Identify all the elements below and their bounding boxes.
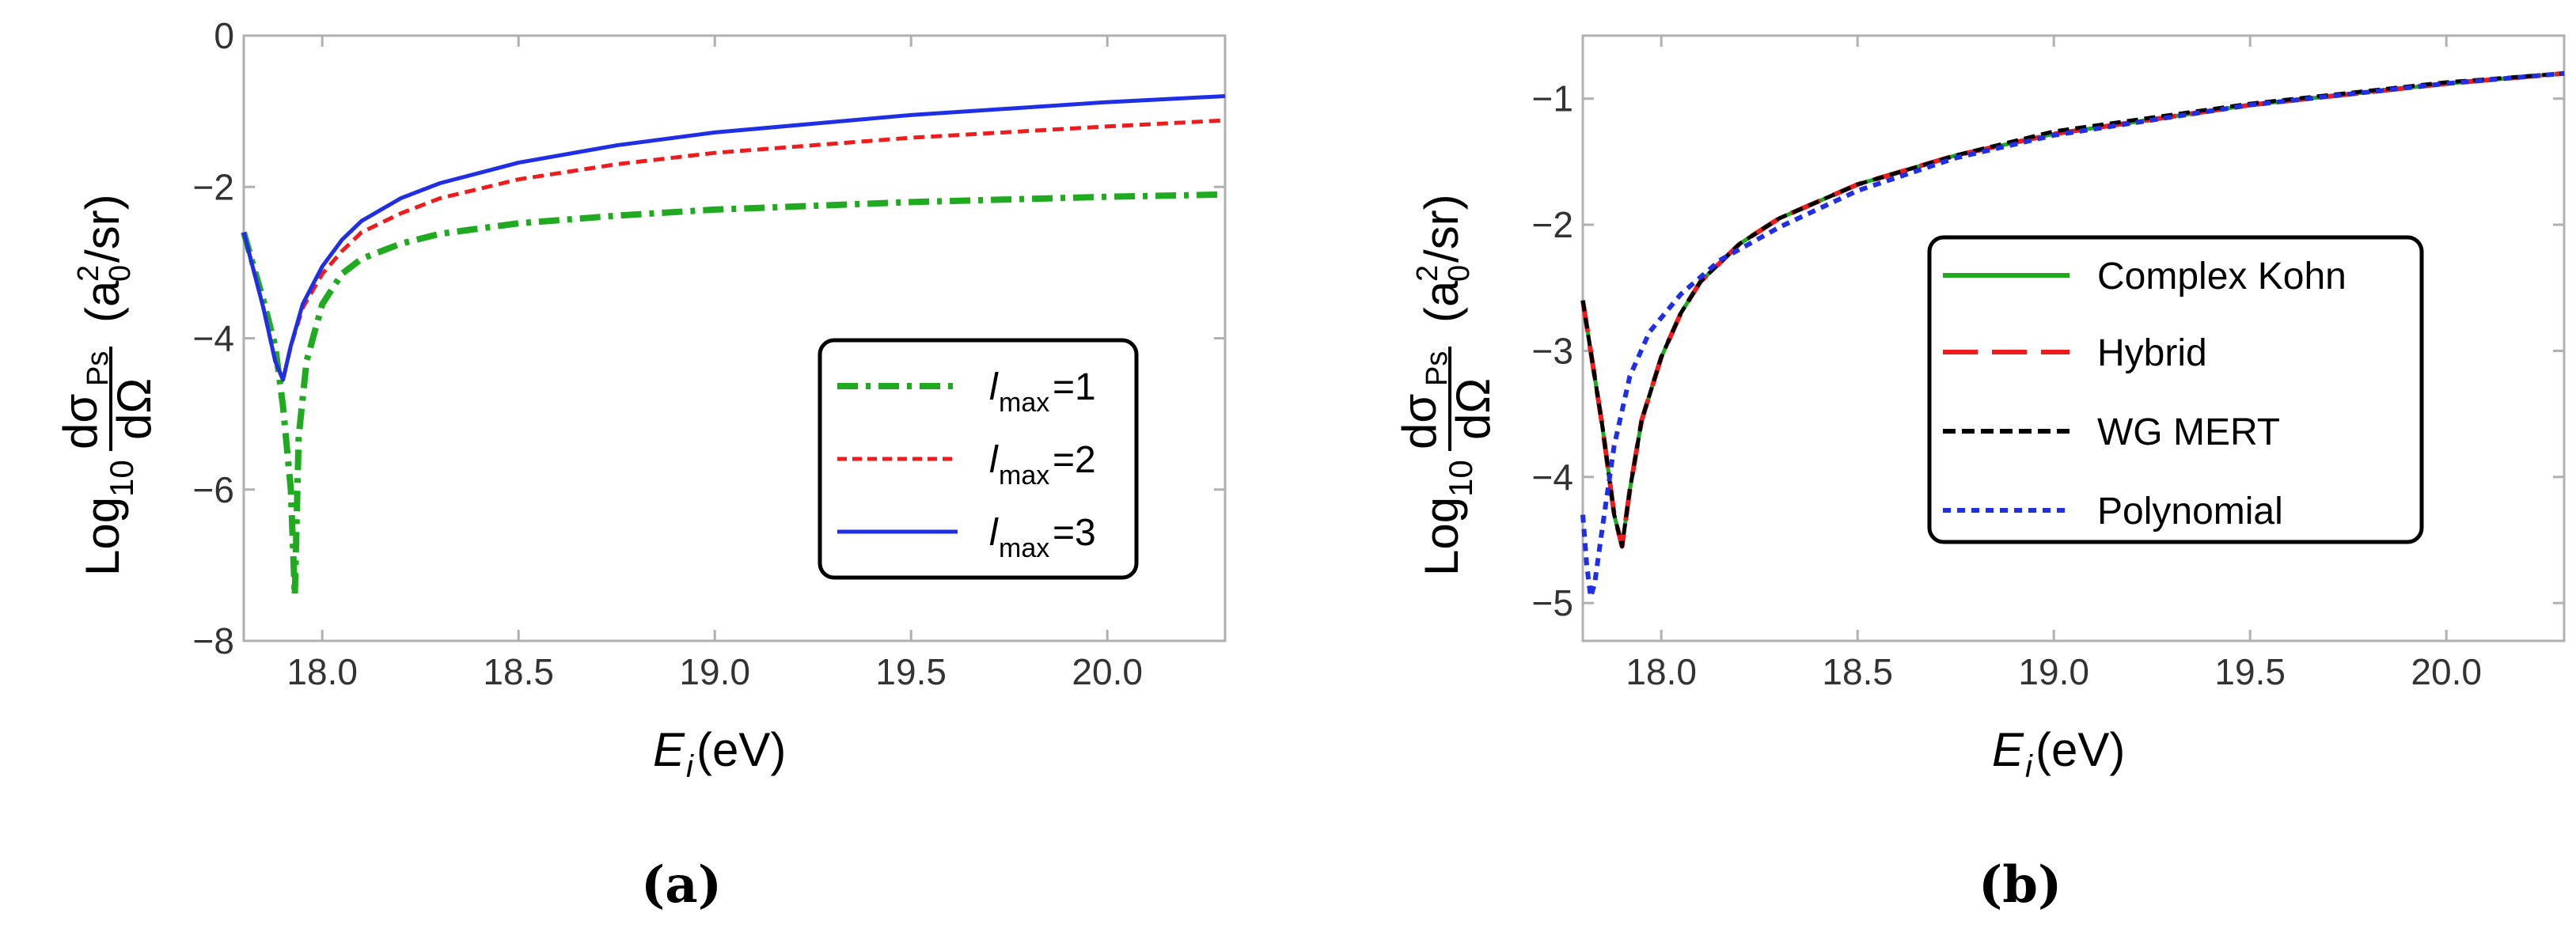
ylabel-log: Log: [76, 497, 129, 576]
ylabel-log: Log: [1415, 497, 1468, 576]
y-tick-label: −8: [193, 620, 234, 661]
xlabel-main: E: [1992, 723, 2024, 776]
ylabel-base: 10: [103, 460, 140, 497]
ylabel-unit-sup: 2: [72, 265, 105, 282]
series-line-lmax-1: [241, 191, 1226, 599]
ylabel-numerator: dσ: [1393, 394, 1446, 449]
ylabel-unit-sub: 0: [1443, 265, 1476, 282]
ylabel-unit-open: (a: [1415, 280, 1468, 323]
ylabel-unit-end: /sr): [1415, 194, 1468, 263]
legend-label-val: =2: [1053, 439, 1096, 481]
ylabel-base: 10: [1442, 460, 1479, 497]
xlabel-sub: i: [686, 749, 694, 784]
legend-label: Polynomial: [2097, 491, 2283, 532]
xlabel-sub: i: [2025, 749, 2033, 784]
panel-a-caption: (a): [641, 855, 722, 915]
panel-a: 18.0 18.5 19.0 19.5 20.0 0 −2 −4 −6 −8 Log 10 dσ …: [54, 15, 1227, 915]
legend-label-l: l: [989, 366, 999, 408]
y-tick-label: −3: [1532, 330, 1573, 371]
ylabel-unit-end: /sr): [76, 194, 129, 263]
legend-label: WG MERT: [2097, 411, 2280, 453]
panel-a-xlabel: E i (eV): [653, 723, 786, 784]
series-line-polynomial: [1580, 70, 2565, 600]
panel-a-series: [241, 94, 1226, 599]
ylabel-denominator: dΩ: [108, 378, 161, 440]
panel-a-ylabel: Log 10 dσ Ps dΩ (a 0 2 /sr): [54, 194, 161, 576]
x-tick-label: 18.5: [1822, 651, 1893, 692]
ylabel-denominator: dΩ: [1447, 378, 1500, 440]
y-tick-label: 0: [214, 15, 234, 56]
y-tick-label: −6: [193, 469, 234, 510]
panel-b-legend: Complex Kohn Hybrid WG MERT Polynomial: [1927, 235, 2424, 544]
legend-item-lmax2: l max =2: [837, 439, 1096, 491]
legend-item-wg-mert: WG MERT: [1943, 411, 2280, 453]
panel-a-legend: l max =1 l max =2 l max =3: [818, 338, 1139, 580]
legend-label-val: =1: [1053, 366, 1096, 408]
x-tick-label: 19.5: [2214, 651, 2286, 692]
panel-b-series: [1580, 70, 2565, 600]
legend-label: Complex Kohn: [2097, 256, 2346, 297]
x-tick-label: 19.0: [679, 651, 750, 692]
legend-box: [818, 338, 1139, 580]
legend-item-polynomial: Polynomial: [1943, 491, 2283, 532]
legend-label-sub: max: [999, 388, 1049, 418]
y-tick-label: −4: [193, 318, 234, 359]
ylabel-unit-open: (a: [76, 280, 129, 323]
legend-box: [1927, 235, 2424, 544]
x-tick-label: 18.0: [1626, 651, 1697, 692]
panel-b-xlabel: E i (eV): [1992, 723, 2125, 784]
ylabel-unit-sup: 2: [1411, 265, 1444, 282]
legend-label: Hybrid: [2097, 332, 2207, 374]
legend-label-l: l: [989, 512, 999, 554]
x-tick-label: 18.5: [483, 651, 554, 692]
y-tick-label: −2: [193, 166, 234, 207]
legend-label-val: =3: [1053, 512, 1096, 554]
x-tick-label: 20.0: [2411, 651, 2482, 692]
legend-label-sub: max: [999, 533, 1049, 563]
y-tick-label: −1: [1532, 78, 1573, 119]
x-tick-label: 20.0: [1072, 651, 1143, 692]
legend-item-hybrid: Hybrid: [1943, 332, 2207, 374]
y-tick-label: −5: [1532, 582, 1573, 623]
ylabel-numerator: dσ: [54, 394, 107, 449]
legend-label-l: l: [989, 439, 999, 481]
xlabel-main: E: [653, 723, 685, 776]
y-tick-label: −4: [1532, 457, 1573, 498]
x-tick-label: 18.0: [286, 651, 358, 692]
panel-b-ticks: 18.0 18.5 19.0 19.5 20.0 −1 −2 −3 −4 −5: [1532, 36, 2564, 692]
series-line-lmax-3: [241, 94, 1226, 382]
panel-b-caption: (b): [1978, 855, 2062, 915]
x-tick-label: 19.5: [875, 651, 947, 692]
legend-item-lmax1: l max =1: [837, 366, 1096, 418]
panel-a-ticks: 18.0 18.5 19.0 19.5 20.0 0 −2 −4 −6 −8: [193, 15, 1225, 692]
legend-item-lmax3: l max =3: [837, 512, 1096, 563]
panel-b: 18.0 18.5 19.0 19.5 20.0 −1 −2 −3 −4 −5 Log 10 dσ…: [1393, 34, 2566, 915]
y-tick-label: −2: [1532, 204, 1573, 245]
legend-label-sub: max: [999, 460, 1049, 491]
series-line-wg-mert: [1580, 71, 2565, 548]
xlabel-unit: (eV): [2035, 723, 2125, 776]
x-tick-label: 19.0: [2018, 651, 2089, 692]
ylabel-unit-sub: 0: [104, 265, 137, 282]
panel-b-ylabel: Log 10 dσ Ps dΩ (a 0 2 /sr): [1393, 194, 1500, 576]
legend-item-complex-kohn: Complex Kohn: [1943, 256, 2346, 297]
xlabel-unit: (eV): [696, 723, 786, 776]
panel-b-plot-frame: [1581, 34, 2566, 642]
